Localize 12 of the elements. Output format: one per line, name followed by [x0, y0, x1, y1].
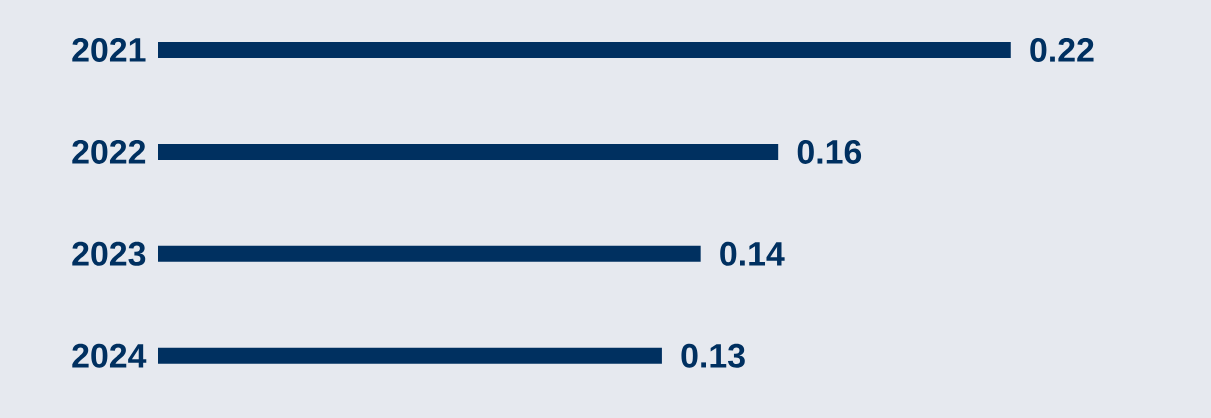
- bar: [158, 347, 662, 364]
- y-tick-label: 2024: [72, 343, 147, 368]
- data-label: 0.13: [681, 343, 745, 368]
- data-label: 0.22: [1030, 37, 1094, 62]
- bar: [158, 143, 779, 160]
- y-tick-label: 2023: [72, 241, 146, 266]
- y-tick-label: 2022: [72, 139, 146, 164]
- bar: [158, 41, 1011, 58]
- data-label: 0.16: [797, 139, 862, 164]
- y-tick-label: 2021: [72, 37, 146, 62]
- bar: [158, 245, 701, 262]
- data-label: 0.14: [720, 241, 785, 266]
